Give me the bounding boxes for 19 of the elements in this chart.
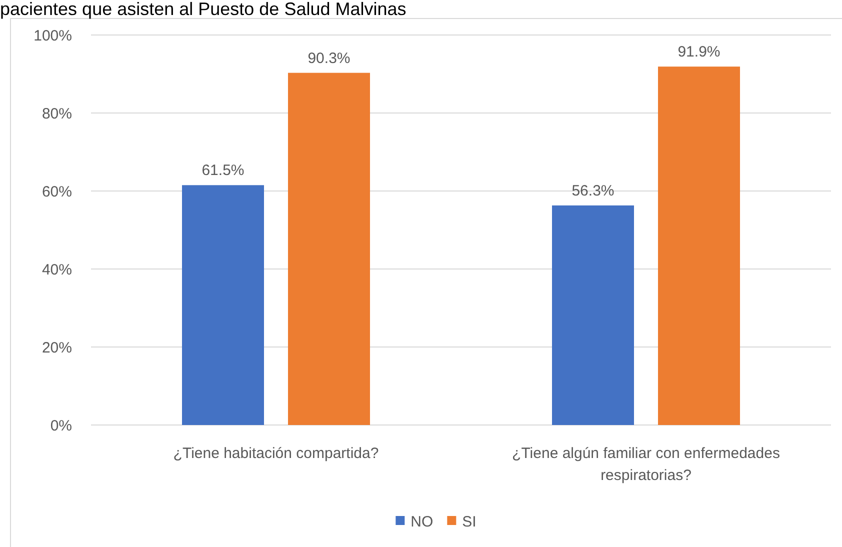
y-tick-label: 0% (50, 417, 72, 434)
data-label: 90.3% (308, 50, 350, 67)
chart-title: pacientes que asisten al Puesto de Salud Malvinas (0, 0, 406, 19)
x-tick-label: ¿Tiene algún familiar con enfermedades respiratorias? (512, 445, 780, 484)
x-tick-label: ¿Tiene habitación compartida? (173, 445, 379, 462)
data-label: 61.5% (202, 162, 244, 180)
y-tick-label: 40% (42, 261, 72, 278)
y-tick-label: 60% (42, 183, 72, 200)
y-tick-label: 100% (34, 27, 72, 44)
bar (182, 185, 264, 425)
data-label: 56.3% (572, 182, 614, 200)
y-tick-label: 20% (42, 339, 72, 356)
y-tick-label: 80% (42, 105, 72, 122)
legend-label: NO (410, 513, 434, 530)
data-label: 91.9% (678, 44, 720, 61)
bar (288, 72, 370, 425)
legend-label: SI (462, 513, 476, 530)
bar (658, 66, 740, 425)
bar (552, 205, 634, 425)
